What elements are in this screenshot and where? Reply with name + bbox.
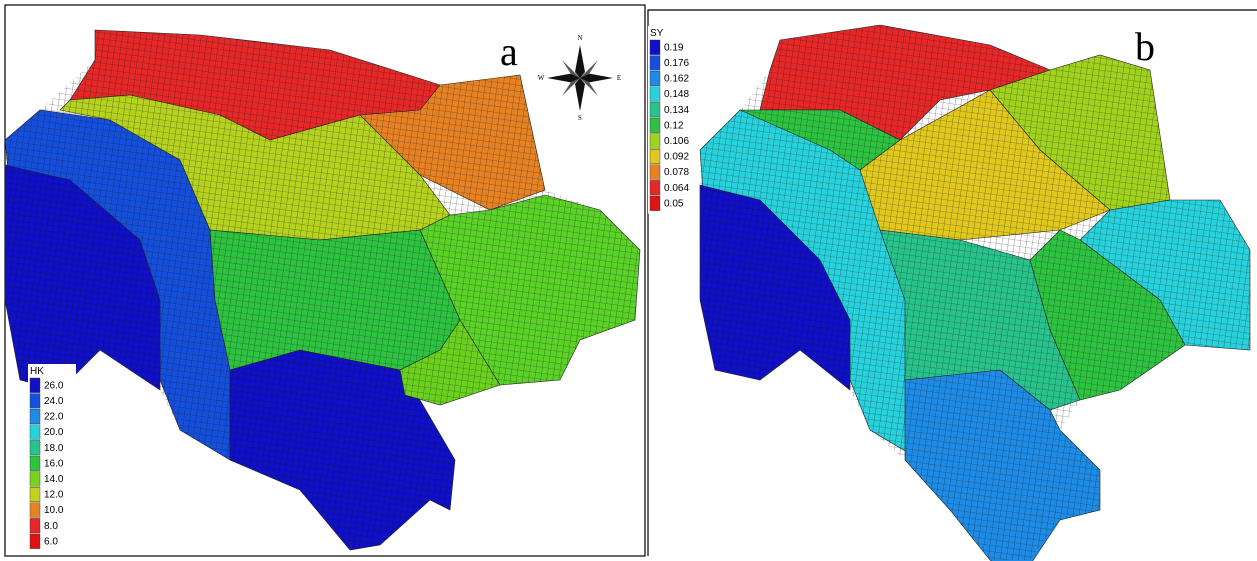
legend-swatch <box>29 533 41 549</box>
legend-label: 22.0 <box>44 412 64 423</box>
legend-swatch <box>29 424 41 440</box>
legend-label: 16.0 <box>44 458 64 469</box>
legend-label: 0.19 <box>664 42 684 53</box>
compass-arrow <box>547 73 580 83</box>
legend-label: 8.0 <box>44 521 58 532</box>
legend-swatch <box>649 148 661 164</box>
panel-frame <box>647 9 1257 556</box>
compass-label: W <box>538 74 545 82</box>
legend-swatch <box>649 70 661 86</box>
legend-swatch <box>649 55 661 71</box>
legend-label: 10.0 <box>44 505 64 516</box>
compass-arrow <box>575 45 585 78</box>
panel-label: b <box>1135 24 1155 69</box>
model-render <box>699 24 1251 561</box>
legend-title: SY <box>650 28 664 39</box>
compass-label: E <box>617 74 621 82</box>
legend-label: 0.064 <box>664 183 689 194</box>
legend-label: 0.12 <box>664 120 684 131</box>
compass-arrow <box>580 60 598 78</box>
compass: N E S W <box>538 34 621 122</box>
legend-label: 6.0 <box>44 536 58 547</box>
legend-label: 0.078 <box>664 167 689 178</box>
legend-title: HK <box>30 366 44 377</box>
compass-arrow <box>580 73 613 83</box>
legend-label: 14.0 <box>44 474 64 485</box>
legend-label: 0.162 <box>664 74 689 85</box>
panel-label: a <box>500 29 518 74</box>
legend-label: 18.0 <box>44 443 64 454</box>
legend-swatch <box>29 471 41 487</box>
model-render <box>4 29 641 551</box>
legend-swatch <box>29 409 41 425</box>
compass-arrow <box>562 60 580 78</box>
compass-arrow <box>575 78 585 111</box>
legend-swatch <box>649 117 661 133</box>
legend-label: 0.05 <box>664 198 684 209</box>
grid-overlay <box>700 25 1250 560</box>
legend-swatch <box>29 393 41 409</box>
legend-swatch <box>649 164 661 180</box>
legend-label: 0.134 <box>664 105 689 116</box>
legend-swatch <box>29 440 41 456</box>
compass-label: S <box>578 114 582 122</box>
legend-label: 0.092 <box>664 152 689 163</box>
compass-arrow <box>562 78 580 96</box>
legend-swatch <box>649 39 661 55</box>
legend-label: 0.148 <box>664 89 689 100</box>
legend-swatch <box>649 86 661 102</box>
legend-label: 26.0 <box>44 380 64 391</box>
legend-swatch <box>29 455 41 471</box>
compass-arrow <box>580 78 598 96</box>
legend-label: 20.0 <box>44 427 64 438</box>
legend-swatch <box>649 195 661 211</box>
legend-swatch <box>649 180 661 196</box>
legend-swatch <box>29 377 41 393</box>
grid-overlay <box>5 30 640 550</box>
legend-swatch <box>29 502 41 518</box>
legend-swatch <box>649 133 661 149</box>
legend-swatch <box>649 102 661 118</box>
legend-swatch <box>29 518 41 534</box>
legend-label: 24.0 <box>44 396 64 407</box>
legend-label: 0.106 <box>664 136 689 147</box>
compass-label: N <box>577 34 582 42</box>
legend-label: 12.0 <box>44 490 64 501</box>
legend-swatch <box>29 487 41 503</box>
legend-label: 0.176 <box>664 58 689 69</box>
